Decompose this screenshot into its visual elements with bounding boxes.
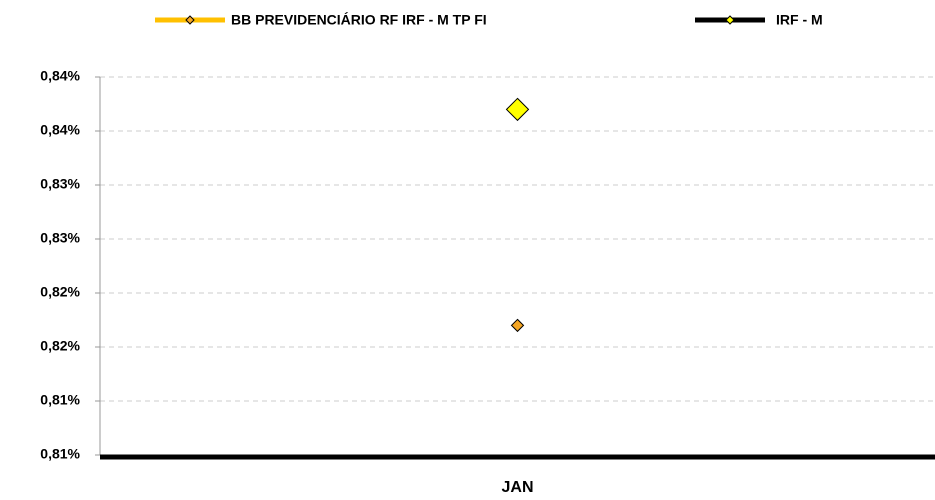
x-tick-label: JAN: [501, 479, 533, 496]
y-tick-label: 0,81%: [40, 392, 80, 408]
y-tick-label: 0,81%: [40, 446, 80, 462]
y-tick-label: 0,82%: [40, 284, 80, 300]
legend-marker: [725, 15, 735, 25]
legend-marker: [185, 15, 195, 25]
legend-label: BB PREVIDENCIÁRIO RF IRF - M TP FI: [231, 12, 487, 28]
data-point: [510, 318, 525, 333]
y-tick-label: 0,83%: [40, 230, 80, 246]
y-tick-label: 0,84%: [40, 122, 80, 138]
y-tick-label: 0,82%: [40, 338, 80, 354]
y-tick-label: 0,83%: [40, 176, 80, 192]
data-point: [505, 97, 530, 122]
legend-label: IRF - M: [776, 12, 823, 28]
y-tick-label: 0,84%: [40, 68, 80, 84]
